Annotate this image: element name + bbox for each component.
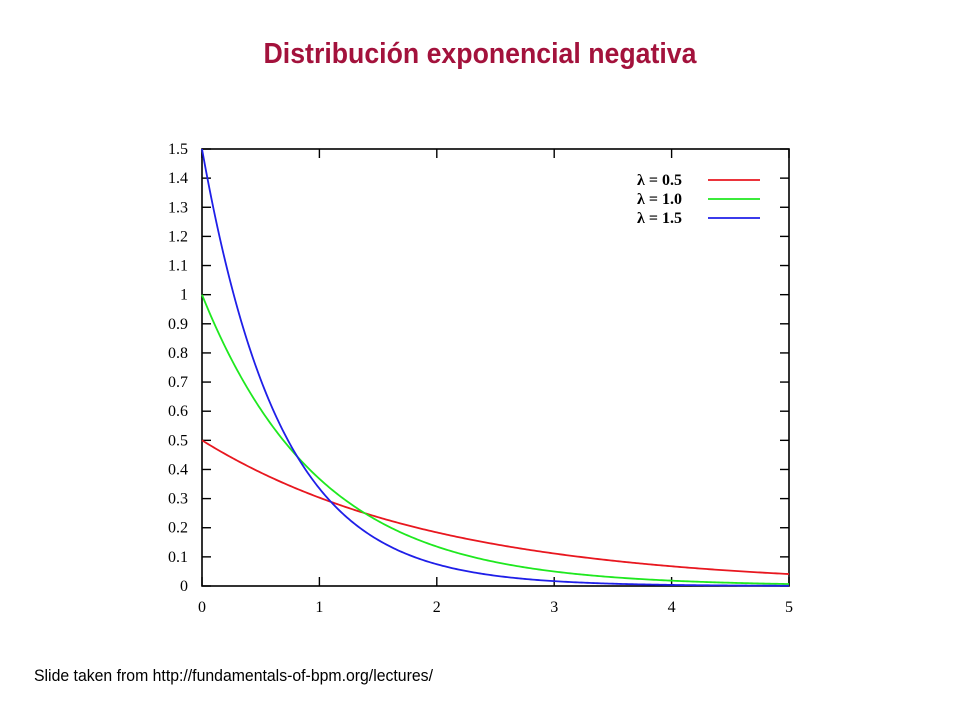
y-tick-label: 1.3: [168, 199, 188, 216]
y-tick-label: 0.4: [168, 461, 188, 478]
legend-label-2: λ = 1.0: [637, 191, 682, 208]
series-line-2: [201, 294, 790, 585]
series-line-1: [201, 439, 790, 575]
x-tick-label: 3: [550, 599, 558, 616]
y-tick-label: 1.2: [168, 228, 188, 245]
y-tick-label: 0.7: [168, 374, 188, 391]
plot-border: [201, 148, 790, 587]
y-tick-label: 1: [180, 287, 188, 304]
y-tick-label: 0: [180, 578, 188, 595]
y-tick-label: 0.3: [168, 491, 188, 508]
slide-title: Distribución exponencial negativa: [263, 38, 697, 70]
y-tick-label: 0.2: [168, 520, 188, 537]
x-tick-label: 1: [315, 599, 323, 616]
plot-frame: [201, 148, 790, 587]
y-tick-label: 0.9: [168, 316, 188, 333]
y-axis: 0 0.1 0.2 0.3 0.4 0.5 0.6 0.7 0.8 0.9 1 1.1 1.2 1.3 1.…: [168, 141, 789, 595]
x-tick-label: 4: [668, 599, 676, 616]
series-lines: [201, 148, 790, 587]
y-tick-label: 1.4: [168, 170, 188, 187]
y-tick-label: 0.5: [168, 432, 188, 449]
series-line-3: [201, 148, 790, 587]
legend-label-1: λ = 0.5: [637, 172, 682, 189]
x-tick-label: 5: [785, 599, 793, 616]
x-axis: 0 1 2 3 4 5: [198, 149, 793, 616]
y-tick-label: 0.8: [168, 345, 188, 362]
x-tick-label: 0: [198, 599, 206, 616]
x-tick-label: 2: [433, 599, 441, 616]
y-tick-label: 1.5: [168, 141, 188, 158]
y-tick-label: 0.6: [168, 403, 188, 420]
legend: λ = 0.5 λ = 1.0 λ = 1.5: [637, 172, 760, 227]
legend-label-3: λ = 1.5: [637, 210, 682, 227]
source-note: Slide taken from http://fundamentals-of-…: [34, 666, 433, 685]
y-tick-label: 0.1: [168, 549, 188, 566]
y-tick-label: 1.1: [168, 258, 188, 275]
